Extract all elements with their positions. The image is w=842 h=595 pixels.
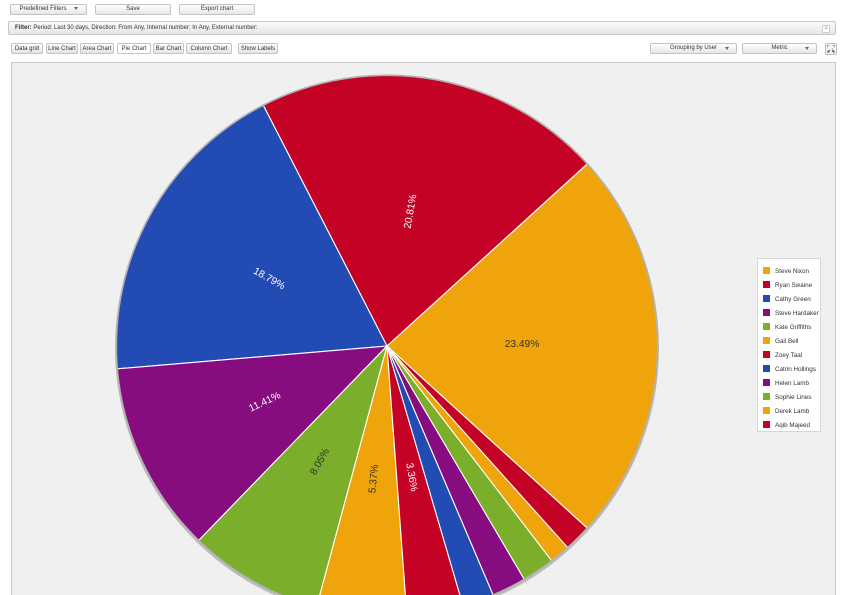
svg-text:23.49%: 23.49% (505, 339, 540, 350)
svg-text:3.36%: 3.36% (403, 462, 419, 492)
svg-text:5.37%: 5.37% (367, 464, 381, 494)
